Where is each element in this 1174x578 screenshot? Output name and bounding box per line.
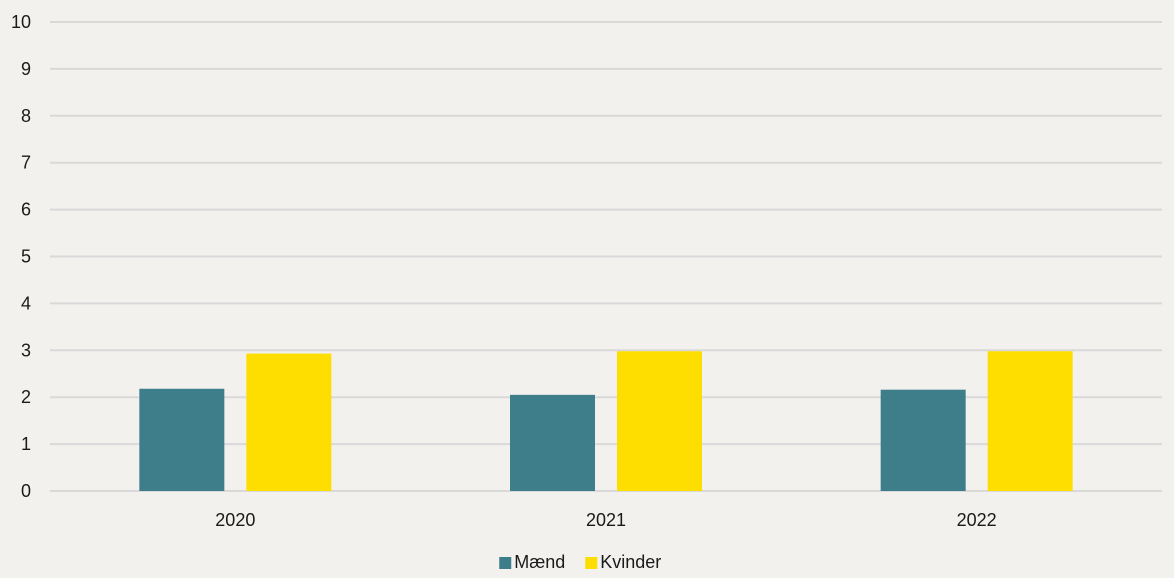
x-tick-label: 2021 <box>586 510 626 530</box>
bar-kvinder-2021 <box>617 351 702 491</box>
y-tick-label: 1 <box>21 434 31 454</box>
bar-mænd-2022 <box>880 389 966 491</box>
y-tick-label: 0 <box>21 481 31 501</box>
y-tick-label: 5 <box>21 247 31 267</box>
y-tick-label: 3 <box>21 340 31 360</box>
x-tick-label: 2020 <box>215 510 255 530</box>
y-tick-label: 7 <box>21 153 31 173</box>
y-tick-label: 8 <box>21 106 31 126</box>
legend-swatch-kvinder <box>585 557 598 569</box>
y-tick-label: 10 <box>11 12 31 32</box>
legend-swatch-mænd <box>499 557 512 569</box>
y-tick-label: 2 <box>21 387 31 407</box>
gridlines <box>50 21 1162 492</box>
y-tick-label: 6 <box>21 200 31 220</box>
bar-kvinder-2022 <box>987 351 1073 491</box>
y-tick-label: 4 <box>21 293 31 313</box>
bar-kvinder-2020 <box>246 353 332 491</box>
x-axis-tick-labels: 2020 2021 2022 <box>215 510 996 530</box>
bar-mænd-2020 <box>139 388 225 491</box>
y-axis-tick-labels: 0 1 2 3 4 5 6 7 8 9 10 <box>11 12 31 501</box>
bar-mænd-2021 <box>510 394 595 491</box>
y-tick-label: 9 <box>21 59 31 79</box>
legend: Mænd Kvinder <box>499 552 661 572</box>
x-tick-label: 2022 <box>957 510 997 530</box>
legend-label-kvinder: Kvinder <box>600 552 661 572</box>
bars <box>139 351 1073 491</box>
legend-label-mænd: Mænd <box>514 552 565 572</box>
